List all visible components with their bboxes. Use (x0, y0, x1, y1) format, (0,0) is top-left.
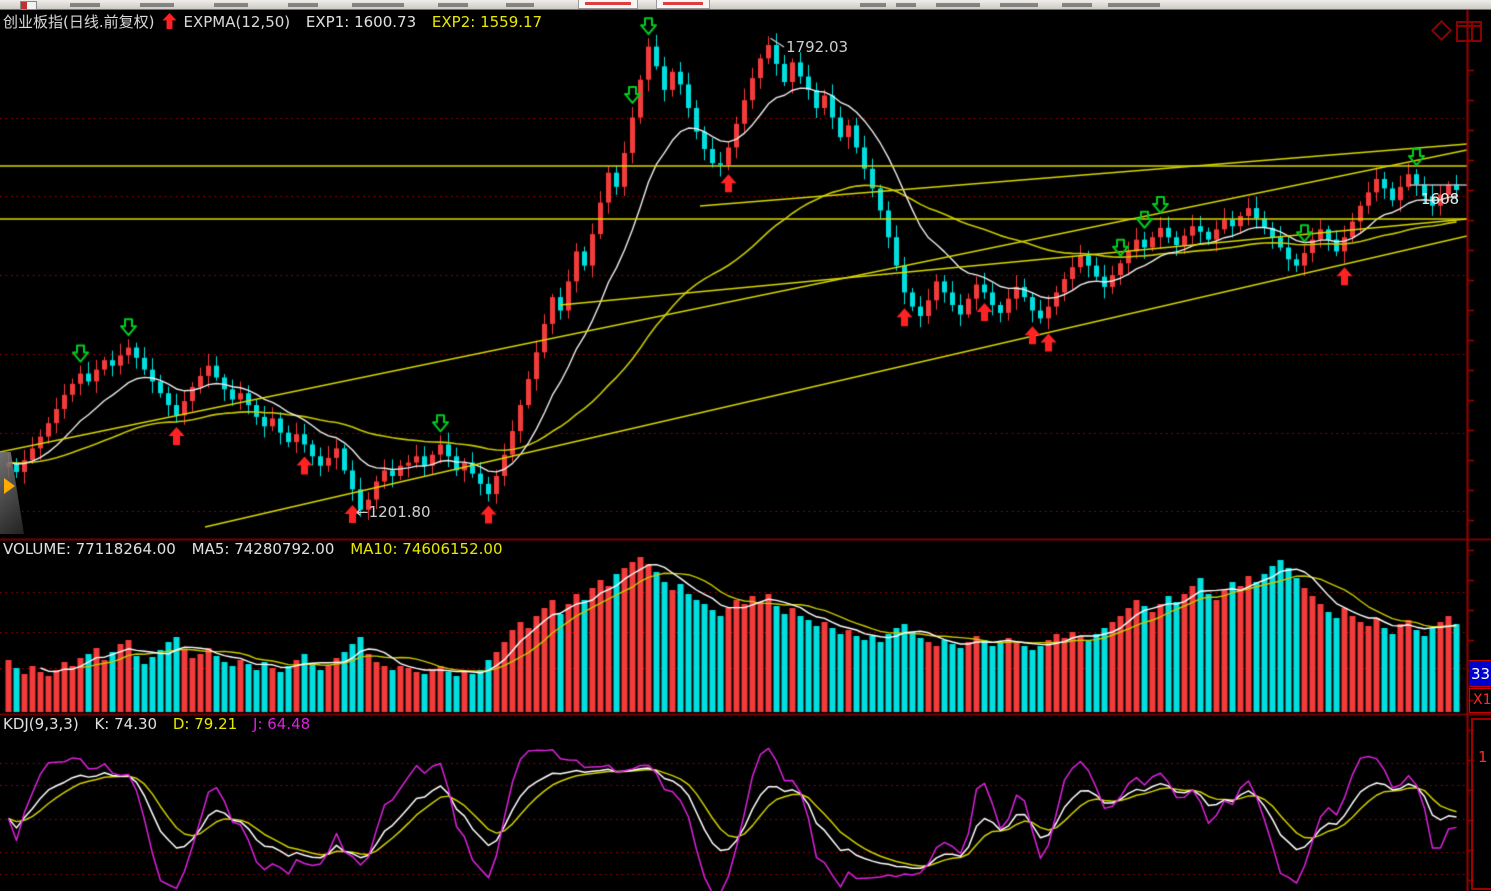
volume-ma10-value: MA10: 74606152.00 (350, 540, 503, 558)
menu-button-red-1[interactable] (578, 0, 638, 9)
red-text-smudge (585, 2, 631, 5)
menu-bar[interactable] (0, 0, 1491, 10)
kdj-d-value: D: 79.21 (172, 715, 238, 733)
exp1-value: EXP1: 1600.73 (305, 13, 417, 31)
expand-triangle-icon (4, 478, 15, 494)
menu-item[interactable] (860, 3, 886, 7)
window-topbar (1458, 25, 1480, 27)
volume-readout-box: 33 (1469, 660, 1491, 687)
volume-pane-title: VOLUME: 77118264.00 MA5: 74280792.00 MA1… (3, 541, 503, 558)
menu-item[interactable] (506, 3, 534, 7)
split-window-icon[interactable] (1456, 21, 1482, 42)
kdj-k-value: K: 74.30 (94, 715, 158, 733)
menu-item[interactable] (1000, 3, 1038, 7)
window-divider (1471, 23, 1474, 40)
menu-button-red-2[interactable] (656, 0, 710, 9)
menu-item[interactable] (140, 3, 174, 7)
symbol-period-label: 创业板指(日线.前复权) (3, 13, 155, 31)
kdj-j-value: J: 64.48 (252, 715, 311, 733)
last-price-label: 1608 (1421, 190, 1460, 208)
menu-item[interactable] (1062, 3, 1092, 7)
menu-item[interactable] (214, 3, 248, 7)
exp2-value: EXP2: 1559.17 (431, 13, 543, 31)
trough-price-annotation: ←1201.80 (356, 503, 431, 521)
app-icon (20, 1, 37, 10)
kdj-axis-top-label: 1 (1478, 748, 1488, 766)
kdj-pane-title: KDJ(9,3,3) K: 74.30 D: 79.21 J: 64.48 (3, 716, 310, 733)
red-text-smudge (663, 2, 703, 5)
volume-x1-label: X1 (1469, 688, 1491, 713)
volume-value: VOLUME: 77118264.00 (3, 540, 176, 558)
main-chart-title: 创业板指(日线.前复权) EXPMA(12,50) EXP1: 1600.73 E… (3, 13, 542, 31)
volume-ma5-value: MA5: 74280792.00 (191, 540, 335, 558)
up-arrow-icon (162, 13, 177, 29)
peak-price-annotation: 1792.03 (786, 38, 849, 56)
kdj-label: KDJ(9,3,3) (3, 715, 79, 733)
menu-item[interactable] (288, 3, 318, 7)
menu-item[interactable] (896, 3, 916, 7)
menu-item[interactable] (936, 3, 980, 7)
menu-item[interactable] (352, 3, 404, 7)
indicator-label: EXPMA(12,50) (183, 13, 291, 31)
menu-item[interactable] (70, 3, 100, 7)
menu-item[interactable] (438, 3, 468, 7)
menu-item[interactable] (1108, 3, 1160, 7)
kdj-axis-panel: 1 (1471, 718, 1491, 890)
